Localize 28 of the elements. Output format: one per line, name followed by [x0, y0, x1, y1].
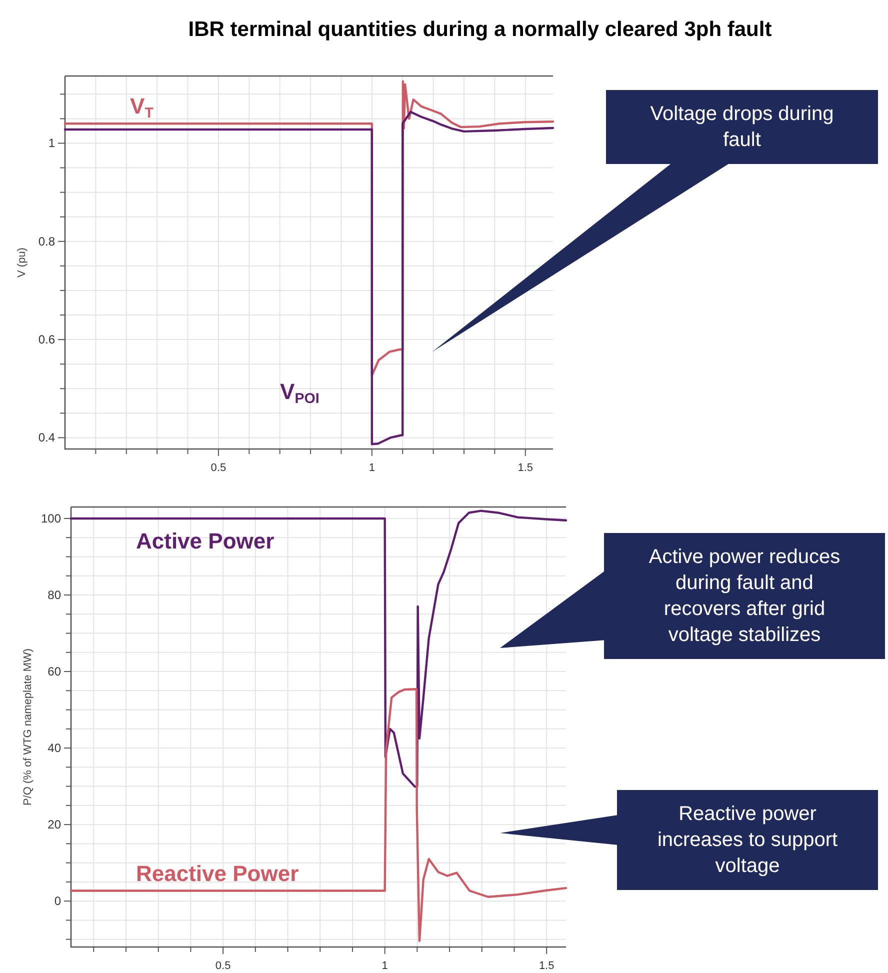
y-tick-label: 0.6: [38, 332, 56, 347]
y-tick-label: 0: [54, 894, 62, 908]
y-axis-title: V (pu): [16, 248, 28, 278]
y-tick-label: 20: [48, 818, 62, 832]
line-series: [70, 510, 568, 788]
x-tick-label: 0.5: [210, 462, 226, 474]
x-tick-label: 1.5: [538, 960, 554, 972]
text: Reactive power increases to support voltage: [657, 803, 838, 877]
y-tick-label: 0.8: [38, 234, 56, 248]
y-tick-label: 100: [40, 511, 62, 526]
text: V$_{POI}$: [280, 379, 320, 408]
x-tick-label: 1: [368, 462, 375, 474]
line-series: [70, 688, 568, 942]
y-tick-label: 0.4: [38, 430, 56, 445]
chart-title: IBR terminal quantities during a normally cleared 3ph fault: [188, 18, 772, 41]
y-tick-label: 80: [48, 588, 62, 602]
text: Voltage drops during fault: [650, 103, 834, 151]
y-tick-label: 1: [48, 136, 56, 150]
series-label: Reactive Power: [136, 860, 300, 886]
text: Active power reduces during fault and recovers after grid voltage stabilizes: [648, 546, 840, 646]
x-tick-label: 0.5: [215, 960, 231, 972]
x-tick-label: 1.5: [518, 462, 534, 474]
y-axis-title: P/Q (% of WTG nameplate MW): [22, 648, 34, 806]
series-label: Active Power: [136, 528, 275, 554]
x-tick-label: 1: [382, 960, 388, 972]
y-tick-label: 40: [48, 741, 62, 756]
y-tick-label: 60: [48, 664, 62, 679]
series-label: V$_{T}$: [130, 94, 154, 122]
